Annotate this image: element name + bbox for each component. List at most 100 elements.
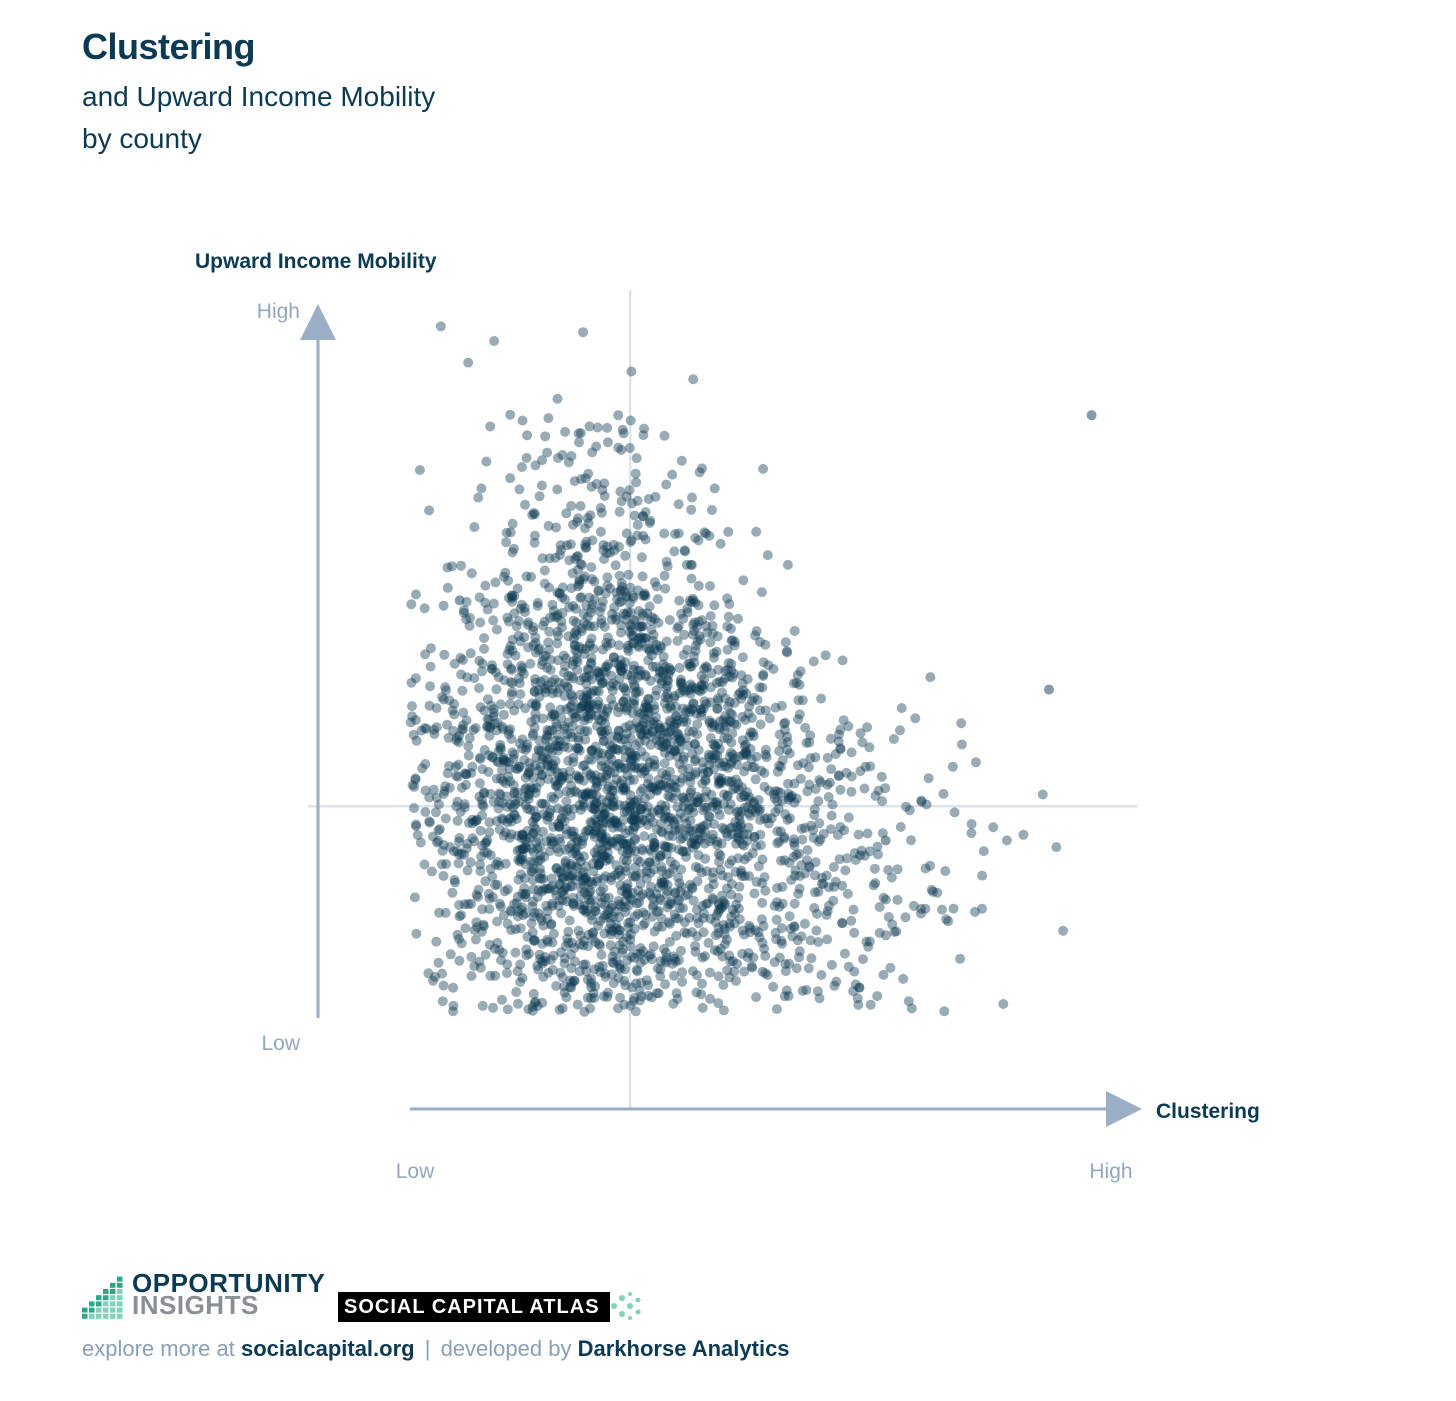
data-point [681,846,692,857]
data-point [590,825,601,836]
data-point [575,675,586,686]
data-point [697,463,707,474]
data-point [552,393,563,404]
data-point [603,659,614,670]
data-point [739,748,750,759]
data-point [646,624,657,635]
data-point [697,978,707,989]
data-point [574,574,585,585]
logo-block [89,1301,95,1307]
data-point [802,786,813,797]
data-point [625,847,636,858]
data-point [640,671,651,682]
data-point [597,802,608,813]
developer-link[interactable]: Darkhorse Analytics [577,1336,790,1361]
data-point [639,590,650,601]
data-point [571,743,582,754]
data-point [607,785,618,796]
data-point [469,816,480,827]
data-point [707,829,718,840]
data-point [498,754,509,765]
data-point [645,789,655,800]
data-point [609,767,620,778]
data-point [523,767,534,778]
data-point [816,970,827,980]
data-point [705,697,716,708]
data-point [431,936,442,947]
data-point [602,661,613,672]
data-point [622,770,633,781]
data-point [498,755,509,766]
data-point [589,594,600,605]
data-point [779,718,789,729]
data-point [533,964,544,975]
data-point [749,831,760,842]
data-point [614,912,625,922]
data-point [706,505,717,515]
data-point [575,856,586,867]
data-point [526,918,537,929]
data-point [575,703,586,714]
data-point [584,638,595,649]
data-point [788,852,799,863]
data-point [648,629,659,640]
data-point [449,709,460,720]
data-point [823,900,834,911]
data-point [485,421,496,432]
data-point [883,865,894,875]
data-point [862,828,873,839]
data-point [635,891,646,902]
data-point [444,782,455,793]
data-point [759,813,770,824]
data-point [699,908,709,919]
data-point [687,882,697,893]
data-point [808,656,819,667]
data-point [600,971,611,982]
data-point [578,775,589,786]
data-point [603,749,614,760]
data-point [615,901,626,912]
data-point [456,724,467,735]
data-point [506,925,517,935]
data-point [442,719,453,730]
data-point [519,883,530,894]
data-point [583,877,594,888]
data-point [582,513,593,523]
data-point [506,816,517,827]
data-point [726,855,737,866]
data-point [479,847,490,858]
data-point [547,725,558,736]
data-point [690,940,701,951]
data-point [502,918,513,929]
data-point [589,847,600,858]
data-point [549,710,560,721]
data-point [448,1006,459,1017]
data-point [770,927,781,938]
data-point [690,597,701,608]
data-point [744,792,755,803]
data-point [754,682,765,693]
data-point [616,585,627,595]
data-point [472,891,483,902]
logo-block [117,1313,123,1319]
data-point [693,685,704,695]
data-point [578,801,589,812]
data-point [698,927,709,938]
data-point [676,864,687,875]
data-point [806,820,817,831]
data-point [672,751,683,762]
data-point [458,724,468,735]
site-link[interactable]: socialcapital.org [240,1336,415,1361]
data-point [554,833,565,844]
data-point [646,881,656,892]
data-point [518,844,529,855]
data-point [625,619,636,630]
data-point [564,766,575,777]
data-point [643,980,654,991]
data-point [792,935,803,946]
data-point [740,739,751,750]
data-point [625,917,636,927]
data-point [612,817,623,828]
data-point [575,724,586,735]
data-point [552,687,563,698]
